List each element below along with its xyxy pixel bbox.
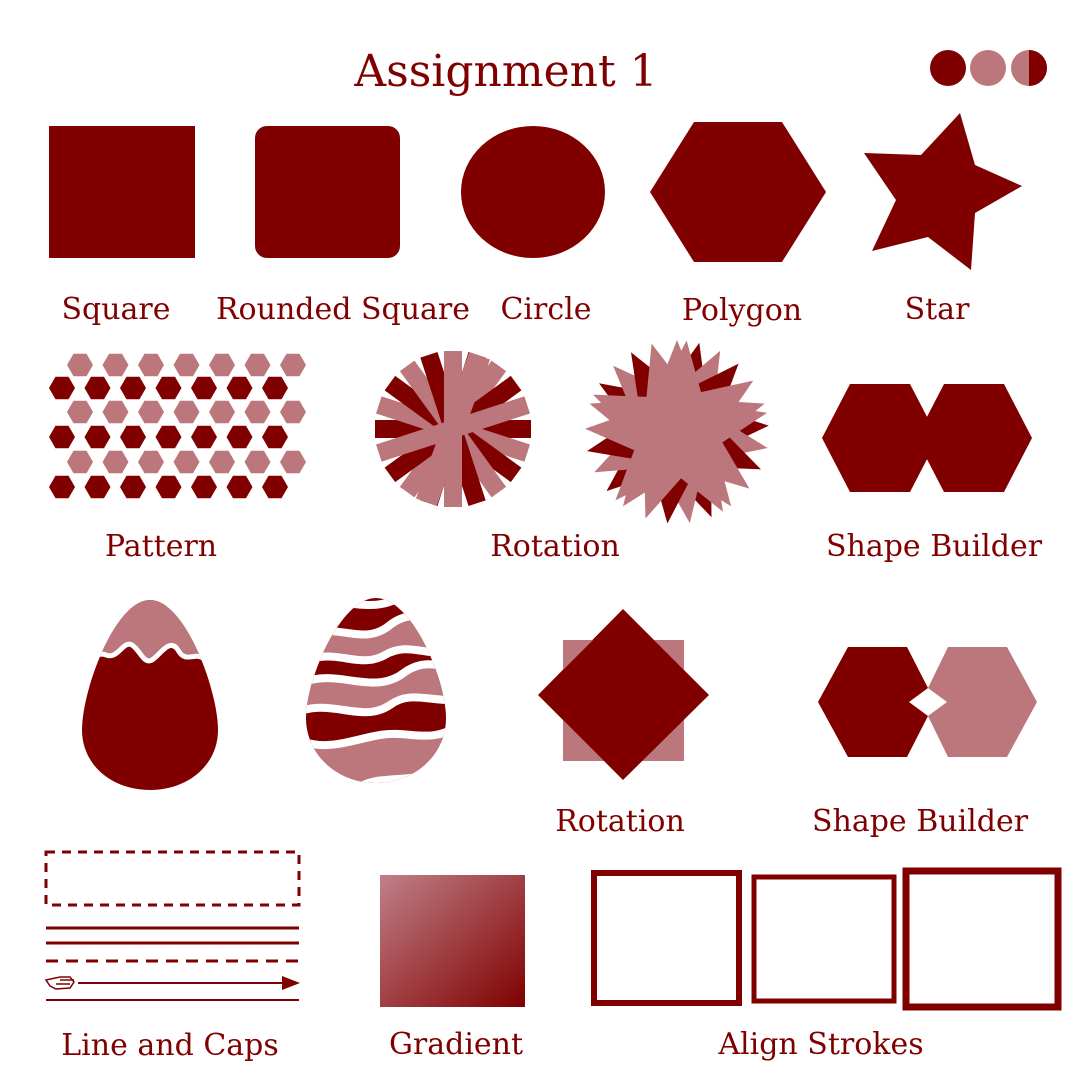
pattern-hexagon: [280, 400, 306, 424]
hexagon-right: [916, 384, 1032, 492]
pattern-hexagon: [67, 450, 93, 474]
rotated-square-pair: [538, 609, 709, 780]
dashed-rectangle: [44, 850, 301, 907]
line-and-caps-demo: [44, 850, 301, 1001]
overlap-light-corner-1: [563, 640, 593, 670]
pattern-hexagon: [138, 450, 164, 474]
pattern-hexagon: [102, 450, 129, 474]
swatch-dark: [930, 50, 966, 86]
pattern-hexagon: [280, 353, 306, 377]
pattern-hexagon: [209, 450, 235, 474]
pattern-hexagon: [191, 475, 217, 499]
egg-dripping: [82, 600, 218, 790]
pattern-hexagon: [226, 475, 253, 499]
stroke-inside-square: [591, 870, 742, 1006]
rotation-stars: [585, 340, 769, 524]
label-shape-builder-2: Shape Builder: [811, 804, 1029, 839]
pattern-hexagon: [173, 450, 200, 474]
rotation-burst: [375, 351, 531, 507]
pattern-hexagon: [262, 376, 288, 400]
pattern-hexagon: [84, 376, 111, 400]
stroke-outside-square: [902, 867, 1062, 1011]
polygon-shape: [650, 122, 826, 262]
pattern-hexagon: [191, 425, 217, 449]
label-circle: Circle: [500, 292, 592, 327]
arrow-head-icon: [282, 976, 300, 990]
swatch-gradient-half: [1029, 50, 1047, 86]
label-line-and-caps: Line and Caps: [61, 1028, 279, 1063]
pattern-hexagon: [49, 376, 75, 400]
hexagon-left: [822, 384, 938, 492]
burst-bar-center: [415, 351, 491, 507]
pattern-hexagon: [120, 475, 146, 499]
shape-builder-merged: [822, 384, 1032, 492]
pattern-hexagon: [155, 425, 182, 449]
pattern-hexagon: [120, 425, 146, 449]
color-swatches: [930, 50, 1047, 86]
pointing-hand-icon: [44, 976, 75, 990]
stroke-center-square: [751, 874, 897, 1004]
hexagon-right-light: [928, 647, 1037, 757]
pattern-hexagon: [138, 400, 164, 424]
pattern-hexagon: [49, 475, 75, 499]
pattern-hexagon: [84, 425, 111, 449]
rounded-square-shape: [255, 126, 400, 258]
label-shape-builder-1: Shape Builder: [825, 529, 1043, 564]
pattern-hexagon: [173, 400, 200, 424]
pattern-hexagon: [120, 376, 146, 400]
square-shape: [49, 126, 195, 258]
pattern-hexagon: [191, 376, 217, 400]
hexagon-pattern: [49, 353, 306, 499]
pattern-hexagon: [262, 475, 288, 499]
pattern-hexagon: [209, 400, 235, 424]
star-shape: [864, 113, 1022, 270]
label-align-strokes: Align Strokes: [718, 1027, 924, 1062]
pattern-hexagon: [262, 425, 288, 449]
pattern-hexagon: [226, 376, 253, 400]
pattern-hexagon: [244, 400, 271, 424]
label-rounded-square: Rounded Square: [215, 292, 471, 327]
circle-shape: [461, 126, 605, 258]
label-gradient: Gradient: [388, 1027, 524, 1062]
label-rotation-1: Rotation: [490, 529, 620, 564]
pattern-hexagon: [84, 475, 111, 499]
pattern-hexagon: [155, 376, 182, 400]
label-rotation-2: Rotation: [555, 804, 685, 839]
overlap-light-corner-4: [643, 720, 684, 761]
pattern-hexagon: [155, 475, 182, 499]
egg-striped: [306, 598, 446, 783]
swatch-light: [970, 50, 1006, 86]
align-strokes-demo: [591, 867, 1062, 1011]
overlap-light-corner-2: [654, 640, 684, 670]
pattern-hexagon: [173, 353, 200, 377]
pattern-hexagon: [49, 425, 75, 449]
pattern-hexagon: [102, 400, 129, 424]
label-star: Star: [904, 292, 970, 327]
pattern-hexagon: [138, 353, 164, 377]
pattern-hexagon: [226, 425, 253, 449]
label-polygon: Polygon: [681, 293, 803, 328]
pattern-hexagon: [102, 353, 129, 377]
pattern-hexagon: [67, 400, 93, 424]
pattern-hexagon: [67, 353, 93, 377]
hexagon-left-dark: [818, 647, 928, 757]
pattern-hexagon: [209, 353, 235, 377]
gradient-square: [380, 875, 525, 1007]
label-square: Square: [61, 292, 171, 327]
pattern-hexagon: [280, 450, 306, 474]
pattern-hexagon: [244, 353, 271, 377]
pattern-hexagon: [244, 450, 271, 474]
label-pattern: Pattern: [104, 529, 218, 564]
shape-builder-divided: [818, 647, 1037, 757]
rotated-star: [593, 340, 767, 512]
page-title: Assignment 1: [354, 46, 658, 97]
overlap-light-corner-3: [563, 720, 604, 761]
